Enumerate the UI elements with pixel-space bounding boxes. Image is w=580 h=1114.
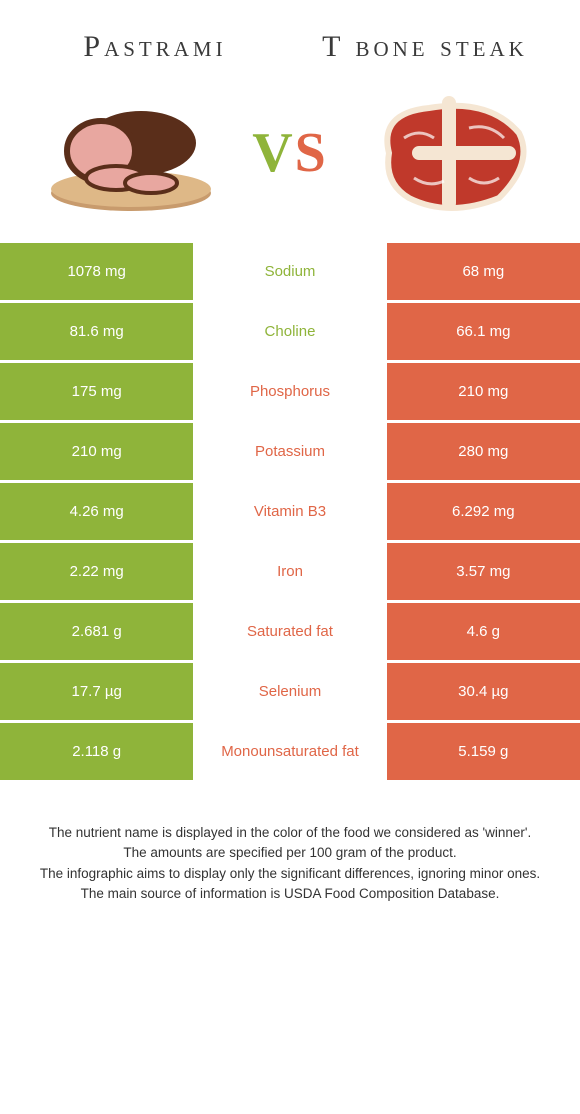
vs-label: VS	[242, 121, 338, 185]
right-value: 30.4 µg	[387, 663, 580, 720]
vs-v: V	[252, 122, 294, 184]
nutrient-label: Potassium	[193, 423, 386, 480]
table-row: 210 mgPotassium280 mg	[0, 423, 580, 480]
nutrient-label: Phosphorus	[193, 363, 386, 420]
right-value: 4.6 g	[387, 603, 580, 660]
table-row: 81.6 mgCholine66.1 mg	[0, 303, 580, 360]
left-value: 2.22 mg	[0, 543, 193, 600]
left-value: 4.26 mg	[0, 483, 193, 540]
left-title-box: Pastrami	[20, 30, 290, 63]
right-value: 280 mg	[387, 423, 580, 480]
nutrient-label: Selenium	[193, 663, 386, 720]
table-row: 2.118 gMonounsaturated fat5.159 g	[0, 723, 580, 780]
right-value: 210 mg	[387, 363, 580, 420]
nutrient-table: 1078 mgSodium68 mg81.6 mgCholine66.1 mg1…	[0, 243, 580, 780]
footer-line-4: The main source of information is USDA F…	[20, 884, 560, 904]
left-value: 210 mg	[0, 423, 193, 480]
table-row: 17.7 µgSelenium30.4 µg	[0, 663, 580, 720]
table-row: 2.681 gSaturated fat4.6 g	[0, 603, 580, 660]
footer-line-2: The amounts are specified per 100 gram o…	[20, 843, 560, 863]
table-row: 175 mgPhosphorus210 mg	[0, 363, 580, 420]
left-value: 2.118 g	[0, 723, 193, 780]
image-row: VS	[0, 73, 580, 243]
table-row: 4.26 mgVitamin B36.292 mg	[0, 483, 580, 540]
footer-line-3: The infographic aims to display only the…	[20, 864, 560, 884]
left-title: Pastrami	[20, 30, 290, 63]
left-value: 17.7 µg	[0, 663, 193, 720]
pastrami-icon	[41, 83, 221, 223]
left-image	[20, 83, 242, 223]
table-row: 2.22 mgIron3.57 mg	[0, 543, 580, 600]
left-value: 175 mg	[0, 363, 193, 420]
nutrient-label: Sodium	[193, 243, 386, 300]
right-title-box: T bone steak	[290, 30, 560, 63]
vs-s: S	[295, 122, 328, 184]
right-title: T bone steak	[290, 30, 560, 63]
left-value: 81.6 mg	[0, 303, 193, 360]
right-image	[338, 83, 560, 223]
nutrient-label: Monounsaturated fat	[193, 723, 386, 780]
right-value: 68 mg	[387, 243, 580, 300]
right-value: 3.57 mg	[387, 543, 580, 600]
nutrient-label: Vitamin B3	[193, 483, 386, 540]
left-value: 1078 mg	[0, 243, 193, 300]
right-value: 6.292 mg	[387, 483, 580, 540]
right-value: 66.1 mg	[387, 303, 580, 360]
nutrient-label: Saturated fat	[193, 603, 386, 660]
right-value: 5.159 g	[387, 723, 580, 780]
left-value: 2.681 g	[0, 603, 193, 660]
nutrient-label: Choline	[193, 303, 386, 360]
header: Pastrami T bone steak	[0, 0, 580, 73]
tbone-steak-icon	[359, 83, 539, 223]
table-row: 1078 mgSodium68 mg	[0, 243, 580, 300]
nutrient-label: Iron	[193, 543, 386, 600]
footer: The nutrient name is displayed in the co…	[0, 783, 580, 904]
footer-line-1: The nutrient name is displayed in the co…	[20, 823, 560, 843]
